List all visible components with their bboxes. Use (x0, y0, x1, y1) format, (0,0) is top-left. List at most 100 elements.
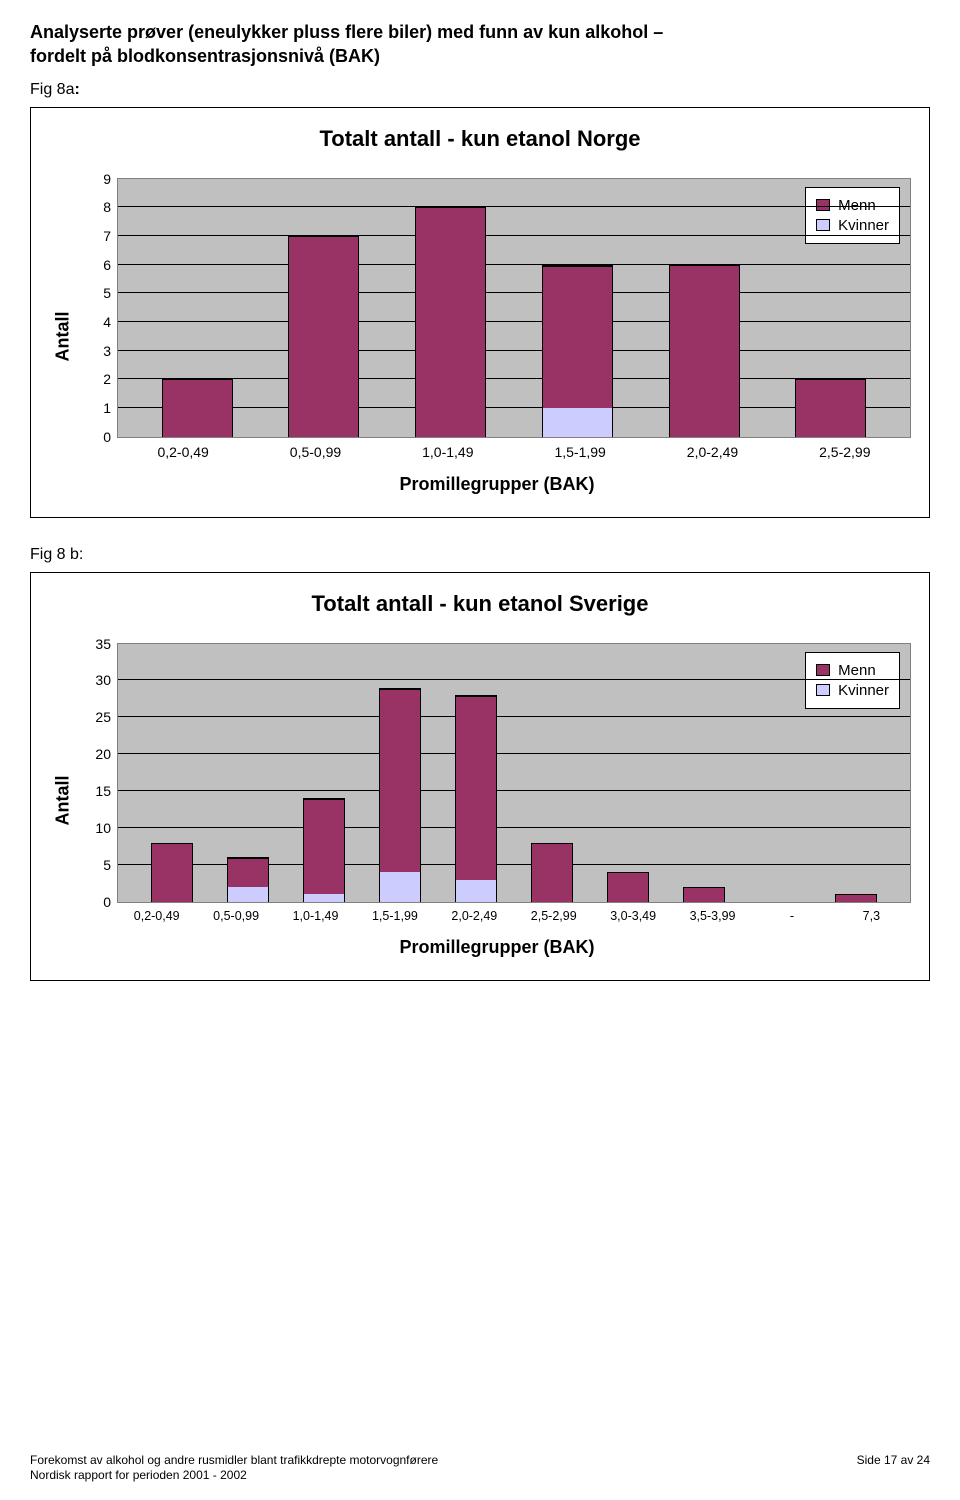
xtick-label: 0,2-0,49 (117, 909, 196, 923)
bars-container (118, 644, 910, 902)
bar-segment-menn (152, 844, 193, 902)
ytick-label: 4 (83, 314, 111, 330)
chart-b-plot-area: Menn Kvinner (117, 643, 911, 903)
ytick-label: 0 (83, 894, 111, 910)
ytick-label: 9 (83, 171, 111, 187)
xtick-label: 7,3 (832, 909, 911, 923)
bar-segment-kvinner (380, 872, 421, 901)
xtick-label: 2,0-2,49 (646, 444, 778, 460)
chart-a-ylabel-wrap: Antall (49, 178, 77, 495)
chart-b-xticks: 0,2-0,490,5-0,991,0-1,491,5-1,992,0-2,49… (83, 909, 911, 923)
footer-left-line2: Nordisk rapport for perioden 2001 - 2002 (30, 1468, 247, 1482)
bar-slot (387, 179, 514, 437)
bar-slot (590, 644, 666, 902)
bar-segment-menn (380, 689, 421, 872)
xtick-label: 1,0-1,49 (382, 444, 514, 460)
bar-segment-menn (532, 844, 573, 902)
ytick-label: 0 (83, 429, 111, 445)
xtick-label: 2,5-2,99 (779, 444, 911, 460)
chart-b-body: Antall 05101520253035 Menn Kvinner (49, 643, 911, 958)
xtick-label: - (752, 909, 831, 923)
stacked-bar (303, 798, 346, 901)
bar-slot (362, 644, 438, 902)
stacked-bar (379, 688, 422, 902)
bar-segment-menn (304, 799, 345, 894)
bar-slot (514, 179, 641, 437)
bar-segment-menn (289, 237, 358, 437)
stacked-bar (288, 236, 359, 437)
chart-b-container: Totalt antall - kun etanol Sverige Antal… (30, 572, 930, 981)
bar-slot (666, 644, 742, 902)
ytick-label: 1 (83, 400, 111, 416)
chart-b-ylabel-wrap: Antall (49, 643, 77, 958)
bar-slot (134, 644, 210, 902)
bar-segment-menn (228, 858, 269, 887)
xtick-label: 1,5-1,99 (514, 444, 646, 460)
fig-8a-label: Fig 8a: (30, 81, 930, 99)
bar-segment-menn (670, 266, 739, 437)
stacked-bar (542, 265, 613, 437)
chart-a-plot-area: Menn Kvinner (117, 178, 911, 438)
chart-a-xticks: 0,2-0,490,5-0,991,0-1,491,5-1,992,0-2,49… (83, 444, 911, 460)
chart-b-title: Totalt antall - kun etanol Sverige (49, 591, 911, 617)
bars-container (118, 179, 910, 437)
ytick-label: 2 (83, 371, 111, 387)
bar-slot (767, 179, 894, 437)
bar-slot (438, 644, 514, 902)
xtick-label: 0,2-0,49 (117, 444, 249, 460)
xtick-label: 3,5-3,99 (673, 909, 752, 923)
page-footer: Forekomst av alkohol og andre rusmidler … (30, 1453, 930, 1484)
xtick-label: 0,5-0,99 (196, 909, 275, 923)
stacked-bar (531, 843, 574, 902)
bar-slot (134, 179, 261, 437)
stacked-bar (455, 695, 498, 901)
stacked-bar (162, 379, 233, 436)
ytick-label: 3 (83, 343, 111, 359)
stacked-bar (415, 207, 486, 436)
bar-segment-kvinner (304, 894, 345, 901)
bar-slot (818, 644, 894, 902)
ytick-label: 5 (83, 857, 111, 873)
bar-slot (286, 644, 362, 902)
stacked-bar (835, 894, 878, 901)
stacked-bar (227, 857, 270, 901)
chart-a-xlabel: Promillegrupper (BAK) (83, 474, 911, 495)
heading-line-2: fordelt på blodkonsentrasjonsnivå (BAK) (30, 46, 380, 66)
bar-segment-menn (836, 895, 877, 901)
chart-a-ylabel: Antall (53, 311, 74, 361)
bar-segment-menn (796, 380, 865, 436)
stacked-bar (669, 265, 740, 437)
stacked-bar (795, 379, 866, 436)
chart-a-yticks: 0123456789 (83, 171, 117, 445)
bar-segment-menn (684, 888, 725, 902)
chart-b-yticks: 05101520253035 (83, 636, 117, 910)
ytick-label: 30 (83, 672, 111, 688)
stacked-bar (683, 887, 726, 902)
xtick-label: 3,0-3,49 (593, 909, 672, 923)
chart-b-xlabel: Promillegrupper (BAK) (83, 937, 911, 958)
heading-line-1: Analyserte prøver (eneulykker pluss fler… (30, 22, 663, 42)
ytick-label: 15 (83, 783, 111, 799)
bar-segment-menn (163, 380, 232, 436)
chart-b-plot-col: 05101520253035 Menn Kvinner 0,2-0,490 (83, 643, 911, 958)
xtick-label: 1,0-1,49 (276, 909, 355, 923)
xtick-label: 0,5-0,99 (249, 444, 381, 460)
ytick-label: 20 (83, 746, 111, 762)
xtick-label: 1,5-1,99 (355, 909, 434, 923)
footer-right: Side 17 av 24 (857, 1453, 930, 1484)
bar-slot (261, 179, 388, 437)
bar-segment-kvinner (543, 408, 612, 437)
ytick-label: 25 (83, 709, 111, 725)
bar-slot (210, 644, 286, 902)
page-heading: Analyserte prøver (eneulykker pluss fler… (30, 20, 930, 69)
ytick-label: 8 (83, 199, 111, 215)
bar-slot (514, 644, 590, 902)
footer-left-line1: Forekomst av alkohol og andre rusmidler … (30, 1453, 438, 1467)
footer-left: Forekomst av alkohol og andre rusmidler … (30, 1453, 438, 1484)
bar-segment-menn (456, 696, 497, 879)
ytick-label: 7 (83, 228, 111, 244)
chart-a-container: Totalt antall - kun etanol Norge Antall … (30, 107, 930, 518)
chart-a-plot-col: 0123456789 Menn Kvinner 0,2-0,490,5-0 (83, 178, 911, 495)
ytick-label: 5 (83, 285, 111, 301)
ytick-label: 10 (83, 820, 111, 836)
